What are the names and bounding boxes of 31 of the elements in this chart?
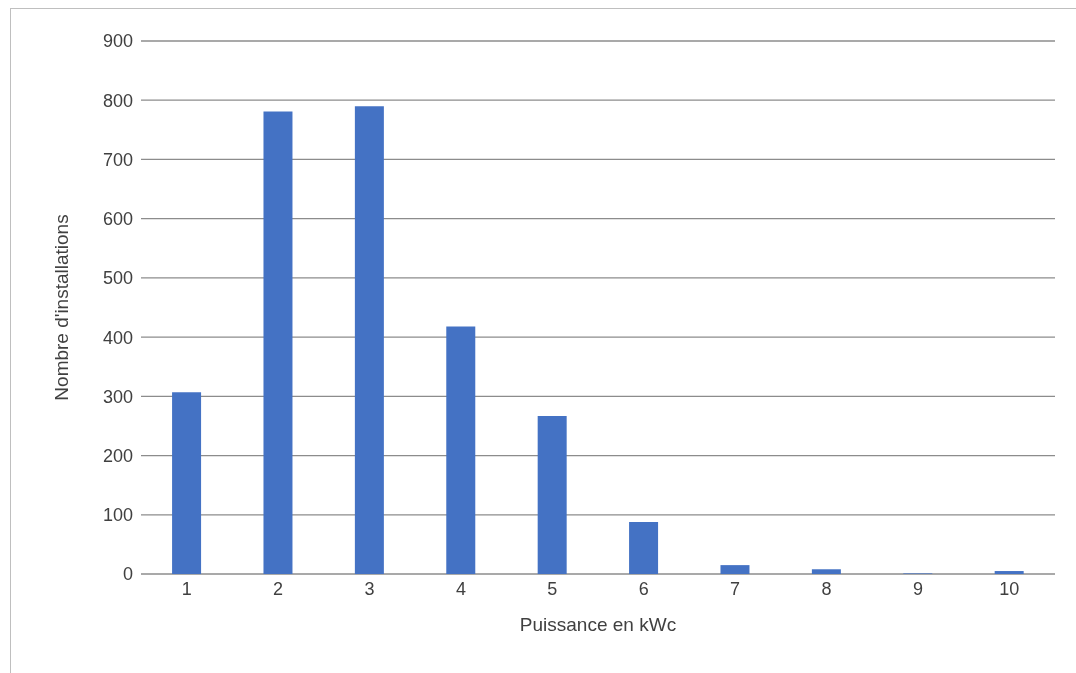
x-tick-label: 4 <box>455 578 466 599</box>
y-tick-label: 900 <box>102 31 133 52</box>
y-tick-label: 300 <box>102 386 133 407</box>
x-axis-title: Puissance en kWc <box>519 614 677 635</box>
bar <box>994 571 1024 574</box>
x-tick-label: 1 <box>181 578 192 599</box>
y-tick-label: 100 <box>102 505 133 526</box>
x-tick-label: 3 <box>364 578 375 599</box>
y-tick-label: 800 <box>102 90 133 111</box>
x-tick-label: 6 <box>638 578 649 599</box>
bar <box>537 415 567 574</box>
bar <box>629 521 659 574</box>
x-tick-label: 7 <box>730 578 741 599</box>
bar <box>172 392 202 574</box>
x-tick-label: 10 <box>999 578 1020 599</box>
x-tick-label: 8 <box>821 578 832 599</box>
y-tick-label: 400 <box>102 327 133 348</box>
y-axis-title: Nombre d'installations <box>50 214 72 401</box>
bar <box>354 106 384 574</box>
y-tick-label: 600 <box>102 209 133 230</box>
y-tick-label: 200 <box>102 445 133 466</box>
y-tick-label: 0 <box>122 564 133 585</box>
bar <box>263 111 293 574</box>
x-tick-label: 5 <box>547 578 558 599</box>
y-tick-label: 500 <box>102 268 133 289</box>
bar <box>446 326 476 574</box>
bar <box>811 569 841 574</box>
bar <box>720 565 750 574</box>
x-tick-label: 2 <box>273 578 284 599</box>
y-tick-label: 700 <box>102 149 133 170</box>
x-tick-label: 9 <box>912 578 923 599</box>
